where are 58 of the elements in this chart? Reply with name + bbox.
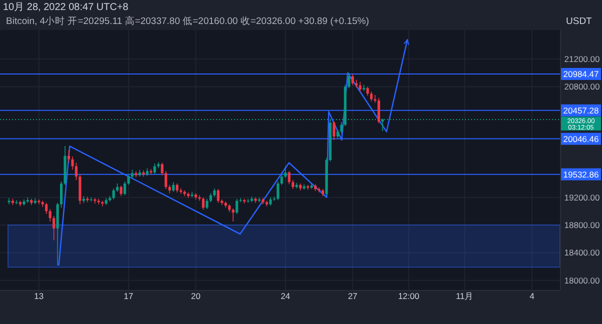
candlestick — [236, 198, 238, 214]
candlestick — [318, 187, 320, 193]
y-tick-label: 18400.00 — [564, 248, 600, 258]
chart-title: 10月 28, 2022 08:47 UTC+8 — [3, 2, 129, 13]
candlestick — [124, 181, 126, 196]
candlestick — [378, 97, 380, 124]
candlestick — [288, 170, 290, 185]
candlestick — [153, 163, 156, 174]
candlestick — [362, 84, 366, 92]
y-tick-label: 18000.00 — [564, 275, 600, 286]
candlestick — [216, 188, 220, 204]
x-tick-label: 27 — [348, 291, 358, 301]
candlestick — [239, 198, 242, 203]
candlestick — [71, 156, 74, 170]
ref-line-label: 20984.47 — [563, 68, 599, 79]
candlestick — [370, 91, 373, 102]
candlestick — [134, 170, 138, 178]
x-tick-label: 17 — [124, 291, 134, 301]
y-tick-label: 18800.00 — [564, 220, 600, 230]
candlestick — [112, 188, 115, 200]
x-tick-label: 11月 — [456, 291, 474, 301]
candlestick — [48, 208, 52, 222]
chart-subtitle: Bitcoin, 4小时 开=20295.11 高=20337.80 低=20160.00 收=20326.00 +30.89 (+0.15%) — [6, 15, 370, 27]
ref-line-label: 19532.86 — [563, 169, 599, 180]
ref-line-label: 20046.46 — [563, 134, 599, 144]
candlestick — [276, 181, 280, 201]
candlestick — [160, 162, 164, 176]
candlestick — [172, 182, 175, 192]
x-tick-label: 12:00 — [398, 291, 420, 301]
ref-line-label: 20457.28 — [563, 105, 599, 116]
candlestick — [202, 196, 205, 210]
candlestick — [280, 174, 283, 186]
candlestick — [206, 198, 208, 210]
candlestick — [358, 81, 362, 92]
candlestick — [74, 162, 78, 180]
y-tick-label: 21200.00 — [564, 54, 600, 64]
candlestick — [332, 120, 336, 140]
candlestick — [157, 162, 160, 169]
candlestick — [284, 166, 287, 178]
y-tick-label: 19200.00 — [564, 192, 600, 202]
x-tick-label: 20 — [191, 291, 201, 301]
candlestick — [67, 150, 70, 164]
candlestick — [351, 74, 354, 86]
candlestick — [348, 72, 350, 88]
x-tick-label: 13 — [34, 291, 44, 301]
candlestick — [15, 200, 18, 205]
candlestick — [52, 216, 56, 241]
candlestick — [60, 181, 63, 208]
x-tick-label: 24 — [280, 291, 290, 301]
candlestick — [164, 170, 168, 190]
candlestick — [374, 94, 376, 104]
x-tick-label: 4 — [530, 291, 535, 301]
candlestick — [45, 202, 48, 214]
candlestick — [340, 122, 343, 134]
candlestick — [120, 185, 122, 196]
y-tick-label: 20800.00 — [564, 82, 600, 92]
candlestick — [127, 174, 130, 186]
y-axis-title: USDT — [566, 16, 592, 27]
